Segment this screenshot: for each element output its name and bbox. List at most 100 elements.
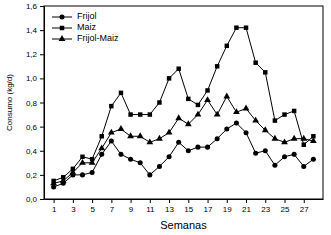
y-tick: 0,2: [26, 171, 44, 180]
x-tick-mark: [111, 199, 112, 203]
series-marker: [292, 109, 296, 113]
x-tick-label: 7: [110, 205, 115, 214]
x-tick-mark: [92, 199, 93, 203]
series-marker: [127, 132, 134, 138]
marks: [50, 25, 317, 189]
chart: 0,00,20,40,60,81,01,21,41,61357911131517…: [0, 0, 331, 235]
series-marker: [99, 134, 103, 138]
y-tick-label: 0,6: [26, 123, 38, 132]
plot-frame: [44, 6, 323, 199]
y-tick-mark: [40, 127, 44, 128]
series-marker: [205, 145, 210, 150]
legend-marker: [59, 35, 66, 41]
y-tick-label: 0,0: [26, 195, 38, 204]
series-marker: [108, 129, 115, 135]
series-marker: [80, 172, 85, 177]
series-marker: [146, 138, 153, 144]
x-tick: 25: [281, 199, 290, 214]
y-tick-label: 1,6: [26, 2, 38, 11]
x-tick: 1: [52, 199, 57, 214]
series-marker: [185, 120, 192, 126]
x-tick-label: 13: [165, 205, 174, 214]
series-marker: [138, 160, 143, 165]
series-marker: [271, 135, 278, 141]
y-axis-line: [44, 7, 45, 200]
y-tick: 0,4: [26, 147, 44, 156]
legend-entry: Maiz: [52, 22, 97, 32]
x-tick-label: 9: [129, 205, 134, 214]
y-tick: 1,6: [26, 2, 44, 11]
series-marker: [225, 44, 229, 48]
series-line: [54, 28, 314, 181]
series-marker: [224, 127, 229, 132]
legend-marker: [59, 14, 64, 19]
series-marker: [311, 157, 316, 162]
x-tick: 9: [129, 199, 134, 214]
series-marker: [176, 140, 181, 145]
y-tick-label: 1,0: [26, 74, 38, 83]
series-marker: [166, 129, 173, 135]
x-tick-label: 23: [261, 205, 270, 214]
series-marker: [138, 112, 142, 116]
series-marker: [234, 120, 239, 125]
y-tick-mark: [40, 199, 44, 200]
x-tick: 3: [71, 199, 76, 214]
series-marker: [253, 151, 258, 156]
series-marker: [195, 111, 202, 117]
series-marker: [196, 103, 200, 107]
series-line: [54, 123, 314, 187]
series-marker: [79, 159, 86, 165]
x-tick: 13: [165, 199, 174, 214]
y-tick-label: 1,2: [26, 50, 38, 59]
series-marker: [80, 155, 84, 159]
x-tick: 15: [184, 199, 193, 214]
x-tick-label: 1: [52, 205, 57, 214]
x-tick: 11: [146, 199, 155, 214]
y-tick-label: 0,4: [26, 147, 38, 156]
series-marker: [119, 91, 123, 95]
x-tick-label: 15: [184, 205, 193, 214]
series-marker: [244, 25, 248, 29]
series-marker: [69, 169, 76, 175]
y-tick: 0,8: [26, 99, 44, 108]
series-marker: [186, 148, 191, 153]
series-marker: [310, 137, 317, 143]
series-marker: [302, 142, 306, 146]
series-marker: [128, 112, 132, 116]
x-tick-label: 11: [146, 205, 155, 214]
legend-entry: Frijol-Maiz: [52, 33, 119, 43]
series-marker: [253, 60, 257, 64]
series-marker: [272, 163, 277, 168]
series-marker: [300, 135, 307, 141]
x-tick-label: 27: [300, 205, 309, 214]
x-tick-mark: [131, 199, 132, 203]
series-marker: [148, 112, 152, 116]
series-marker: [214, 111, 221, 117]
series-marker: [157, 164, 162, 169]
x-tick-label: 25: [281, 205, 290, 214]
series-marker: [195, 145, 200, 150]
series-marker: [176, 66, 180, 70]
legend-marker: [60, 26, 64, 30]
x-tick: 27: [300, 199, 309, 214]
legend-label: Frijol-Maiz: [77, 33, 119, 43]
series-marker: [204, 96, 211, 102]
series-marker: [109, 104, 113, 108]
series-marker: [243, 105, 250, 111]
series-marker: [291, 135, 298, 141]
x-tick-label: 5: [90, 205, 95, 214]
y-tick-label: 1,4: [26, 26, 38, 35]
y-tick-mark: [40, 103, 44, 104]
series-line: [54, 96, 314, 183]
x-axis: 13579111315171921232527: [45, 199, 324, 214]
x-tick: 7: [110, 199, 115, 214]
plot: 0,00,20,40,60,81,01,21,41,61357911131517…: [26, 2, 324, 214]
series-marker: [109, 139, 114, 144]
y-tick-mark: [40, 54, 44, 55]
series-marker: [157, 100, 161, 104]
x-tick-mark: [169, 199, 170, 203]
y-axis-title: Consumo (kg/d): [5, 74, 14, 131]
series-marker: [167, 76, 171, 80]
y-tick: 1,4: [26, 26, 44, 35]
legend-label: Frijol: [77, 11, 97, 21]
